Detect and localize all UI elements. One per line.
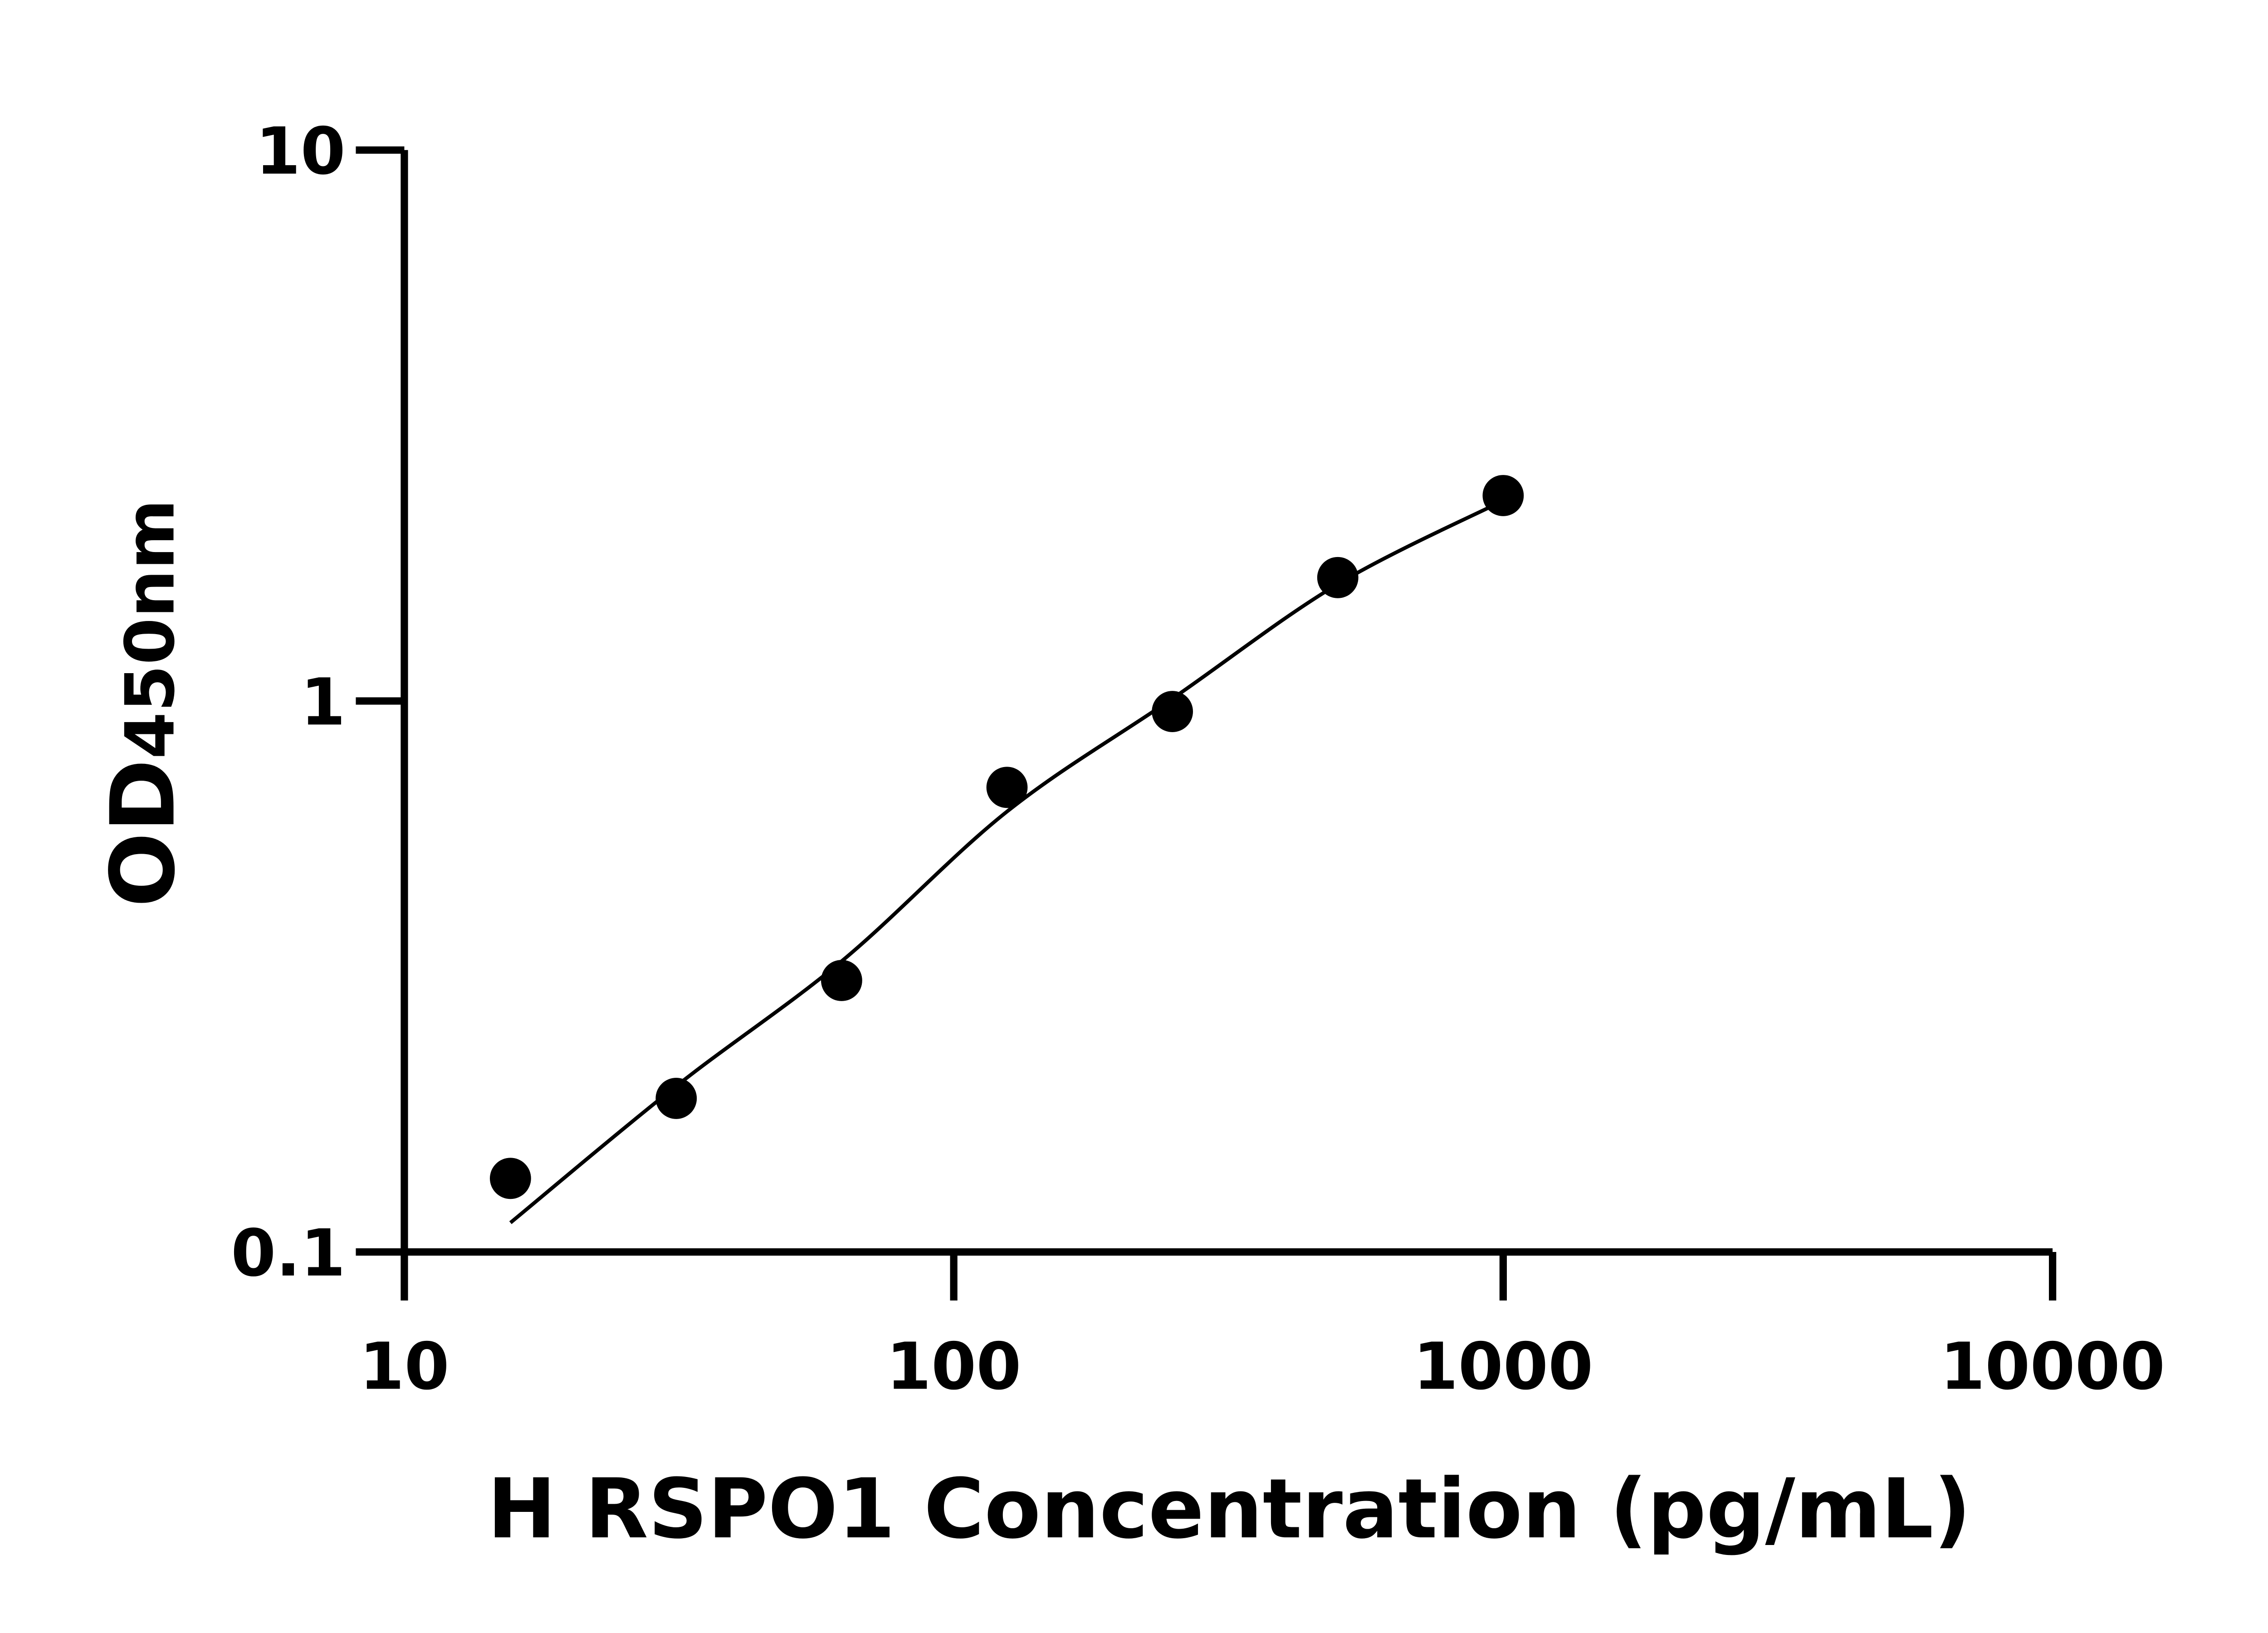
y-tick-label: 10: [255, 114, 345, 189]
x-axis-label: H RSPO1 Concentration (pg/mL): [487, 1461, 1971, 1557]
chart-marks: [489, 475, 1524, 1224]
x-tick-label: 10: [359, 1329, 449, 1404]
data-point: [1482, 475, 1524, 516]
x-tick-label: 1000: [1413, 1329, 1593, 1404]
x-tick-label: 10000: [1940, 1329, 2165, 1404]
fit-curve: [509, 499, 1504, 1224]
y-axis-label-main: OD: [92, 759, 195, 907]
data-point: [1152, 691, 1193, 732]
y-tick-label: 0.1: [231, 1216, 346, 1291]
data-point: [655, 1078, 697, 1119]
data-point: [821, 960, 862, 1001]
y-axis-label: OD450nm: [92, 499, 195, 907]
data-point: [489, 1158, 531, 1199]
axes: 0.1 1 10 10 100 1000 10000: [231, 114, 2165, 1404]
x-tick-label: 100: [886, 1329, 1022, 1404]
data-point: [986, 767, 1028, 808]
y-axis-label-subscript: 450nm: [112, 499, 190, 759]
data-point: [1317, 557, 1359, 598]
y-tick-label: 1: [301, 665, 346, 740]
